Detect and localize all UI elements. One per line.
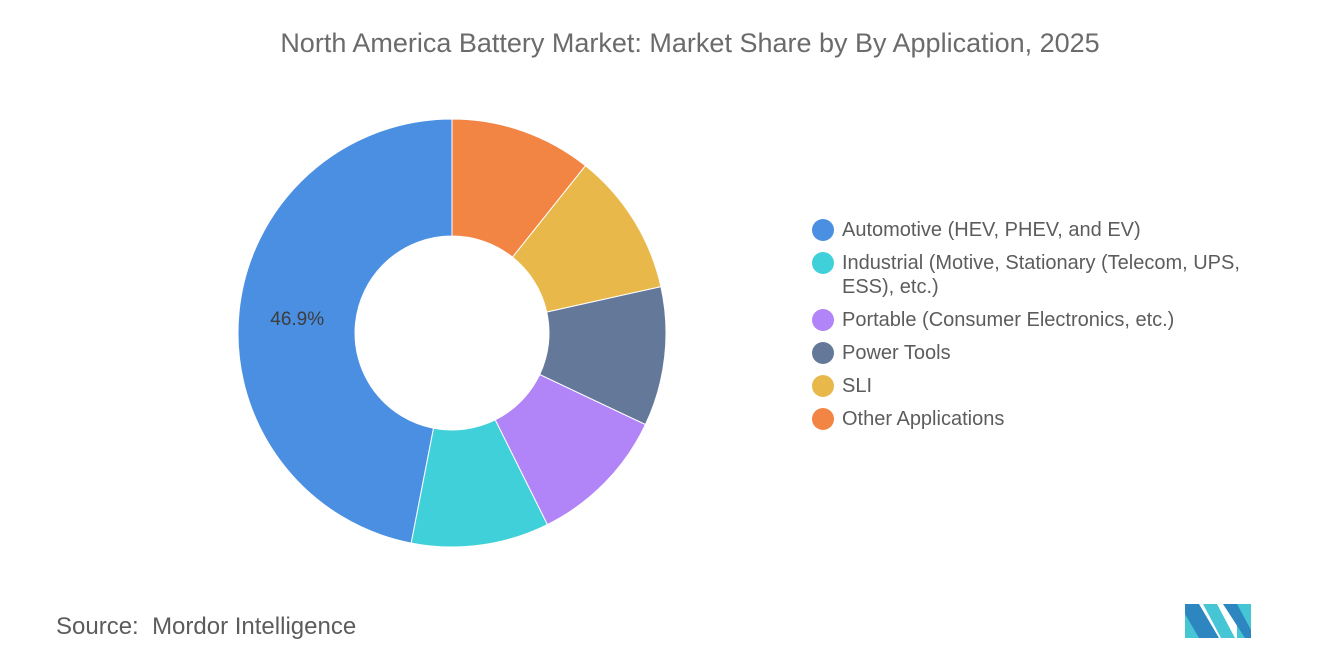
legend-swatch: [812, 219, 834, 241]
legend: Automotive (HEV, PHEV, and EV) Industrial…: [812, 218, 1252, 440]
legend-swatch: [812, 309, 834, 331]
legend-label: Automotive (HEV, PHEV, and EV): [842, 219, 1141, 241]
donut-slice-4: [511, 164, 662, 313]
legend-label: SLI: [842, 375, 873, 397]
legend-item: SLI: [812, 374, 1252, 398]
legend-label: Power Tools: [842, 342, 951, 364]
data-label: 46.9%: [270, 309, 324, 330]
legend-swatch: [812, 342, 834, 364]
legend-item: Power Tools: [812, 341, 1252, 365]
donut-slice-5: [451, 118, 587, 258]
legend-label: Industrial (Motive, Stationary (Telecom,…: [842, 252, 1240, 298]
legend-item: Portable (Consumer Electronics, etc.): [812, 308, 1252, 332]
mordor-logo-icon: [1185, 604, 1251, 638]
source-value: Mordor Intelligence: [152, 613, 357, 640]
source-label: Source:: [56, 613, 139, 640]
legend-item: Industrial (Motive, Stationary (Telecom,…: [812, 251, 1252, 299]
chart-title: North America Battery Market: Market Sha…: [280, 28, 1100, 58]
source-text: Source: Mordor Intelligence: [56, 613, 356, 641]
donut-slice-3: [539, 286, 667, 426]
donut-slice-1: [410, 419, 549, 548]
legend-swatch: [812, 252, 834, 274]
donut-slice-2: [494, 373, 647, 526]
legend-label: Other Applications: [842, 408, 1005, 430]
legend-item: Other Applications: [812, 407, 1252, 431]
legend-swatch: [812, 375, 834, 397]
donut-slice-0: [237, 118, 453, 544]
legend-label: Portable (Consumer Electronics, etc.): [842, 309, 1175, 331]
legend-item: Automotive (HEV, PHEV, and EV): [812, 218, 1252, 242]
legend-swatch: [812, 408, 834, 430]
